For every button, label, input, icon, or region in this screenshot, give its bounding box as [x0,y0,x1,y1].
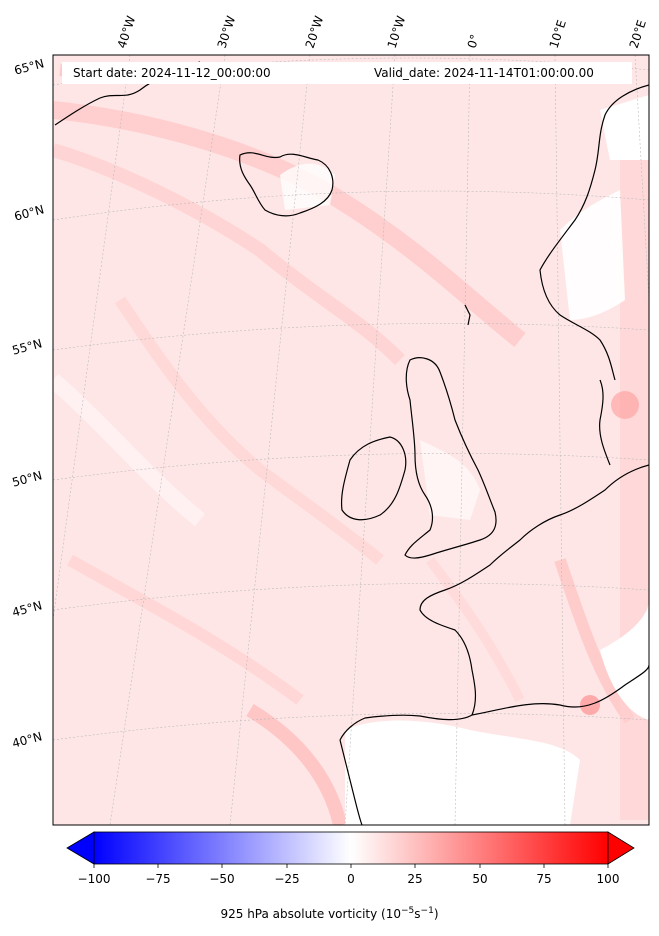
vorticity-field [53,55,649,825]
cb-tick-label: −75 [145,872,171,886]
cb-tick-label: 0 [347,872,355,886]
cb-tick-label: −100 [77,872,111,886]
cb-tick-label: 100 [596,872,620,886]
map-frame [52,54,650,826]
colorbar-label: 925 hPa absolute vorticity (10−5s−1) [220,906,439,921]
colorbar-ticks [93,864,609,868]
start-date-text: Start date: 2024-11-12_00:00:00 [73,66,271,80]
colorbar [66,831,635,865]
cb-tick-label: −25 [274,872,300,886]
cb-tick-label: 50 [472,872,488,886]
cb-tick-label: −50 [209,872,235,886]
cb-tick-label: 25 [407,872,423,886]
valid-date-text: Valid_date: 2024-11-14T01:00:00.00 [374,66,594,80]
header-box [62,62,632,84]
cb-tick-label: 75 [536,872,552,886]
coastlines [54,61,649,825]
